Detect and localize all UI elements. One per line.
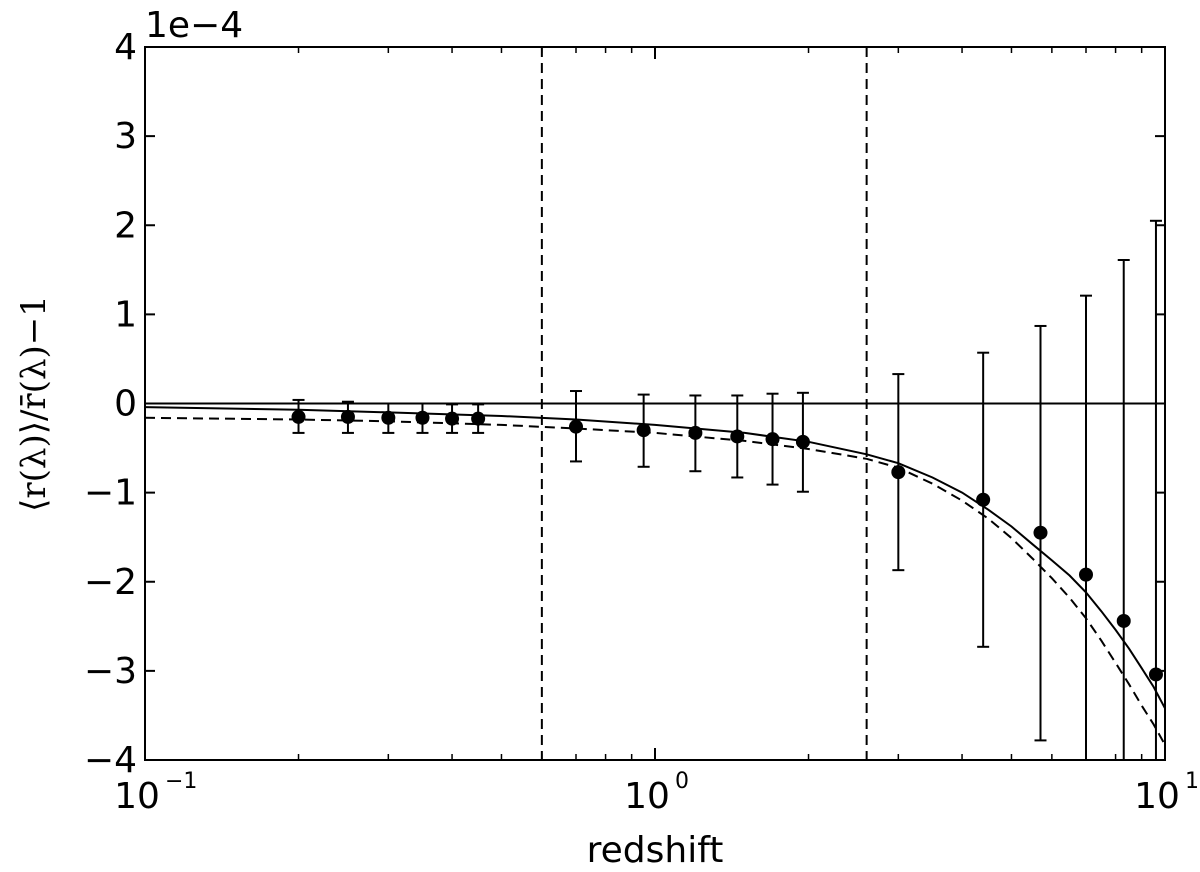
- y-tick-label: 3: [114, 116, 137, 157]
- data-point: [636, 423, 651, 438]
- x-tick-label: 10: [114, 776, 160, 817]
- error-bars: [292, 219, 1162, 760]
- x-tick-exponent: −1: [165, 769, 197, 794]
- y-tick-label: −2: [84, 562, 137, 603]
- y-tick-label: 4: [114, 27, 137, 68]
- x-tick-label: 10: [1134, 776, 1180, 817]
- data-point: [471, 411, 486, 426]
- model-curves: [144, 406, 1166, 746]
- x-tick-exponent: 0: [675, 769, 689, 794]
- data-point: [891, 465, 906, 480]
- data-point: [1079, 567, 1093, 582]
- dashed-model-curve: [144, 416, 1166, 746]
- data-point: [1116, 613, 1131, 628]
- y-tick-label: 1: [114, 294, 137, 335]
- data-point: [1148, 667, 1163, 682]
- y-tick-label: −1: [84, 473, 137, 514]
- x-axis-label: redshift: [587, 830, 724, 871]
- data-point: [445, 411, 460, 426]
- data-point: [976, 492, 991, 507]
- y-axis-label: ⟨r(λ)⟩/r̄(λ)−1: [14, 295, 54, 512]
- x-tick-label: 10: [624, 776, 670, 817]
- data-points: [291, 409, 1163, 682]
- reference-lines: [145, 47, 1165, 760]
- data-point: [291, 409, 306, 424]
- data-point: [688, 425, 703, 440]
- data-point: [765, 432, 780, 447]
- y-tick-label: 0: [114, 384, 137, 425]
- y-tick-label: −3: [84, 651, 137, 692]
- y-tick-label: 2: [114, 205, 137, 246]
- data-point: [381, 410, 396, 425]
- axis-ticks: [144, 46, 1166, 761]
- data-point: [730, 429, 745, 444]
- data-point: [1033, 525, 1048, 540]
- data-point: [415, 410, 430, 425]
- data-point: [795, 434, 810, 449]
- data-point: [340, 409, 355, 424]
- data-point: [569, 419, 583, 434]
- x-tick-exponent: 1: [1185, 769, 1199, 794]
- y-offset-label: 1e−4: [145, 5, 243, 46]
- solid-model-curve: [144, 406, 1166, 709]
- y-tick-label: −4: [84, 740, 137, 781]
